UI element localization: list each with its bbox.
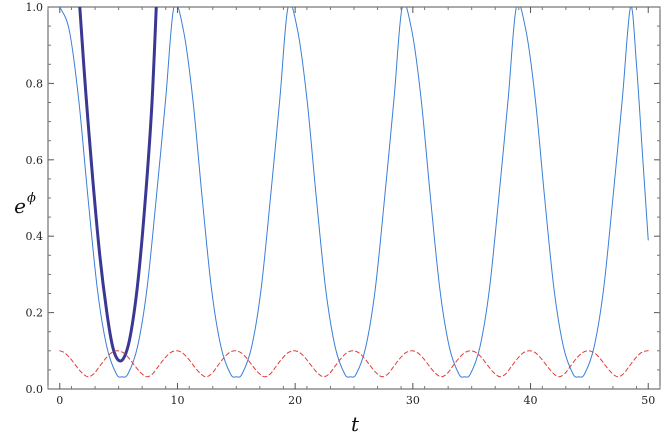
x-tick-label: 40 — [524, 394, 538, 407]
y-tick-label: 0.6 — [26, 154, 44, 167]
series-group — [59, 7, 649, 378]
y-axis-label: e — [14, 194, 26, 218]
y-axis-label-superscript: ϕ — [27, 191, 36, 206]
y-tick-label: 1.0 — [26, 1, 44, 14]
plot-border — [47, 6, 661, 390]
series-line-dashed — [59, 350, 649, 378]
x-tick-label: 10 — [170, 394, 184, 407]
x-axis-ticks: 0 10 20 30 40 50 — [47, 7, 661, 407]
y-tick-label: 0.4 — [26, 230, 44, 243]
series-line-thick-solid — [78, 7, 158, 363]
x-axis-label: t — [351, 412, 360, 436]
series-line-thin-solid — [59, 7, 649, 378]
plot-frame — [47, 6, 661, 390]
x-tick-label: 20 — [288, 394, 302, 407]
y-tick-label: 0.0 — [26, 383, 44, 396]
x-tick-label: 50 — [641, 394, 655, 407]
y-tick-label: 0.8 — [26, 77, 44, 90]
x-tick-label: 0 — [56, 394, 63, 407]
y-tick-label: 0.2 — [26, 307, 44, 320]
x-tick-label: 30 — [406, 394, 420, 407]
y-axis-ticks: 0.0 0.2 0.4 0.6 0.8 1.0 — [26, 1, 660, 396]
